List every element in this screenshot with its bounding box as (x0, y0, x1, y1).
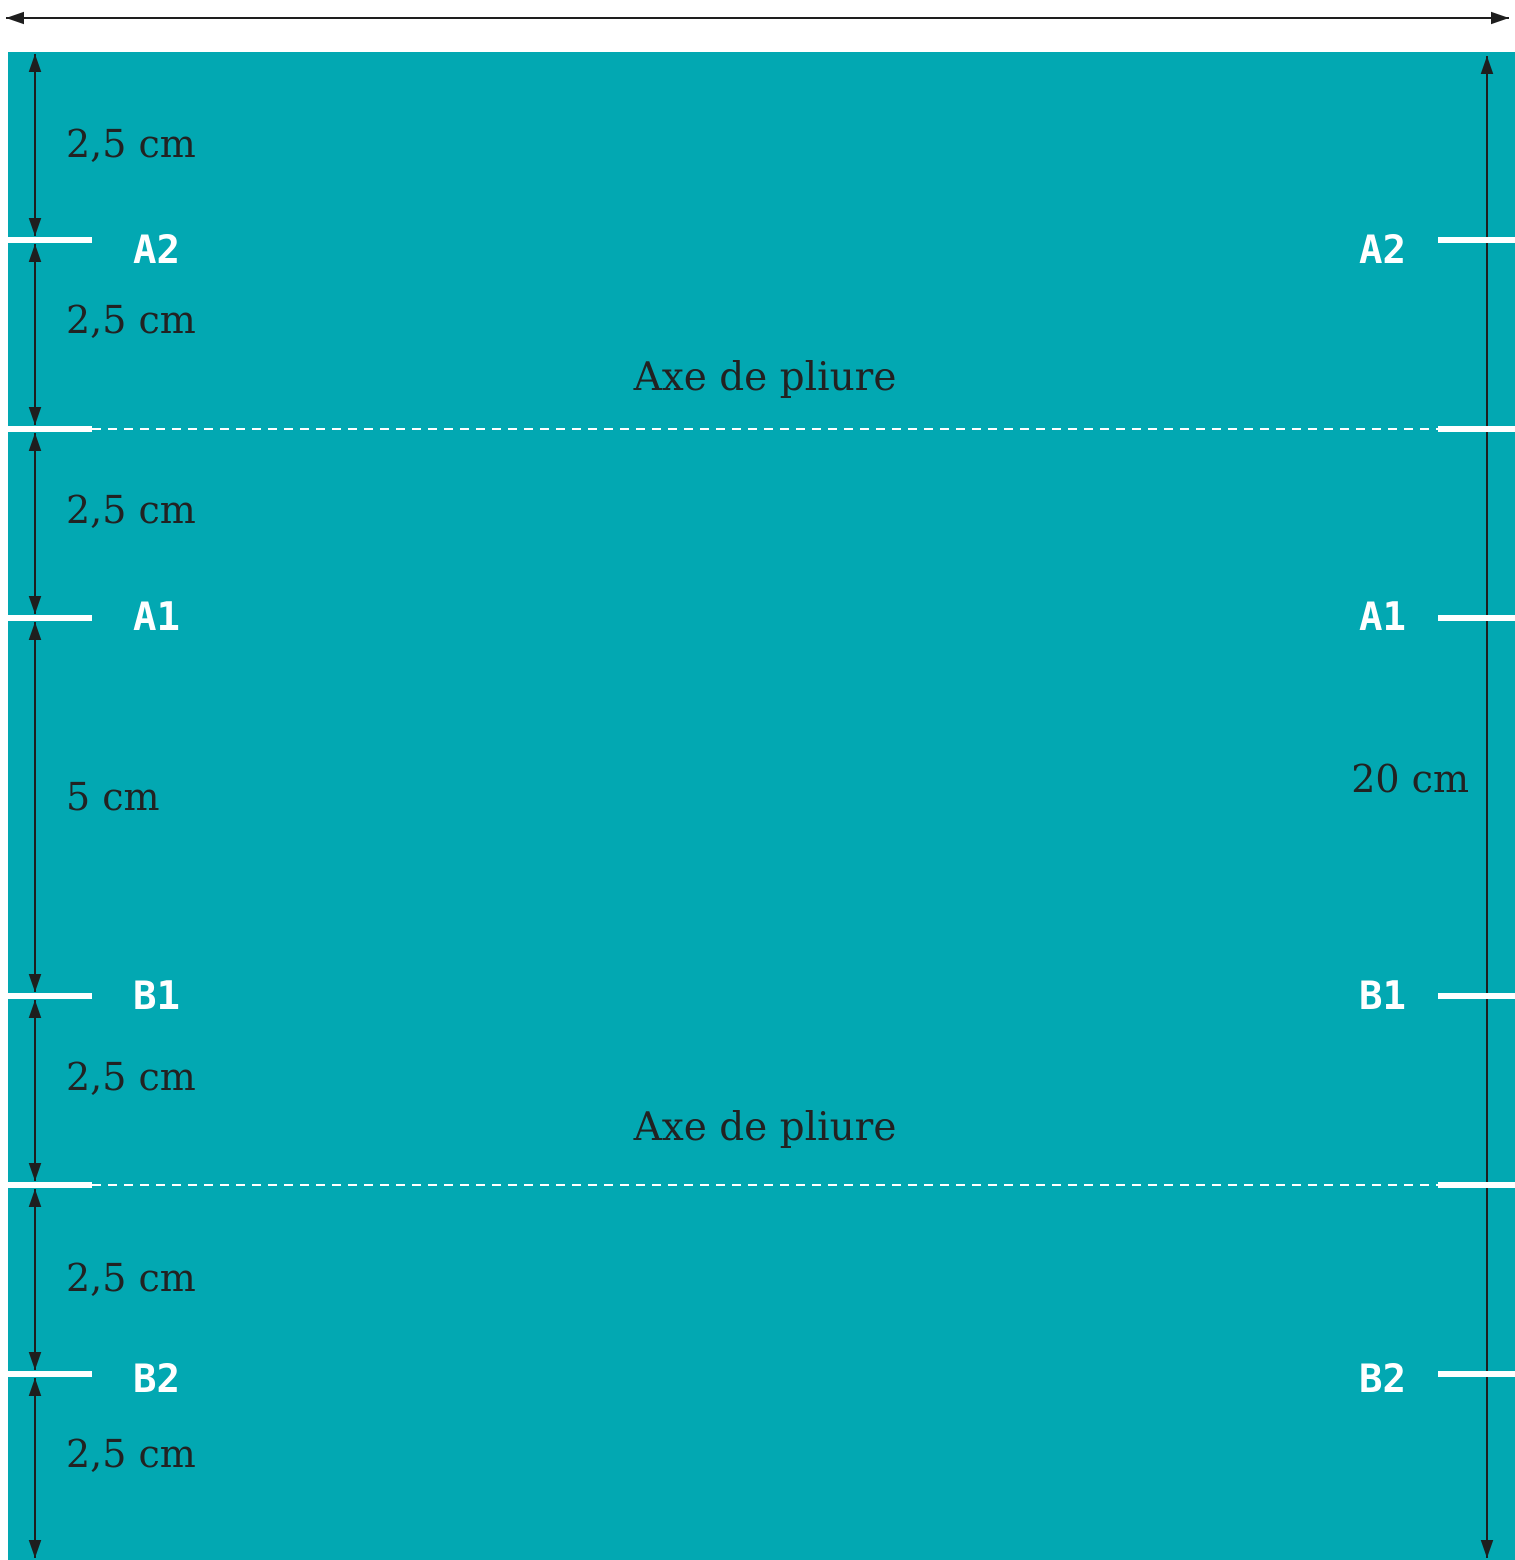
label-a1-right: A1 (1359, 595, 1406, 640)
label-a2-right: A2 (1359, 228, 1406, 273)
label-b2-right: B2 (1359, 1357, 1406, 1402)
measure-fold-to-b2: 2,5 cm (66, 1256, 196, 1300)
label-b2-left: B2 (133, 1357, 180, 1402)
label-b1-left: B1 (133, 974, 180, 1019)
measure-bottom-margin: 2,5 cm (66, 1432, 196, 1476)
label-b1-right: B1 (1359, 974, 1406, 1019)
measure-a1-to-b1: 5 cm (66, 775, 160, 819)
measure-fold-to-a1: 2,5 cm (66, 488, 196, 532)
fold-axis-label-2: Axe de pliure (633, 1105, 897, 1150)
measure-a2-to-fold: 2,5 cm (66, 298, 196, 342)
measure-b1-to-fold: 2,5 cm (66, 1055, 196, 1099)
measure-top-margin: 2,5 cm (66, 122, 196, 166)
fabric-panel (8, 52, 1515, 1560)
label-a1-left: A1 (133, 595, 180, 640)
label-a2-left: A2 (133, 228, 180, 273)
measure-total-height: 20 cm (1351, 757, 1469, 801)
fold-axis-label-1: Axe de pliure (633, 355, 897, 400)
